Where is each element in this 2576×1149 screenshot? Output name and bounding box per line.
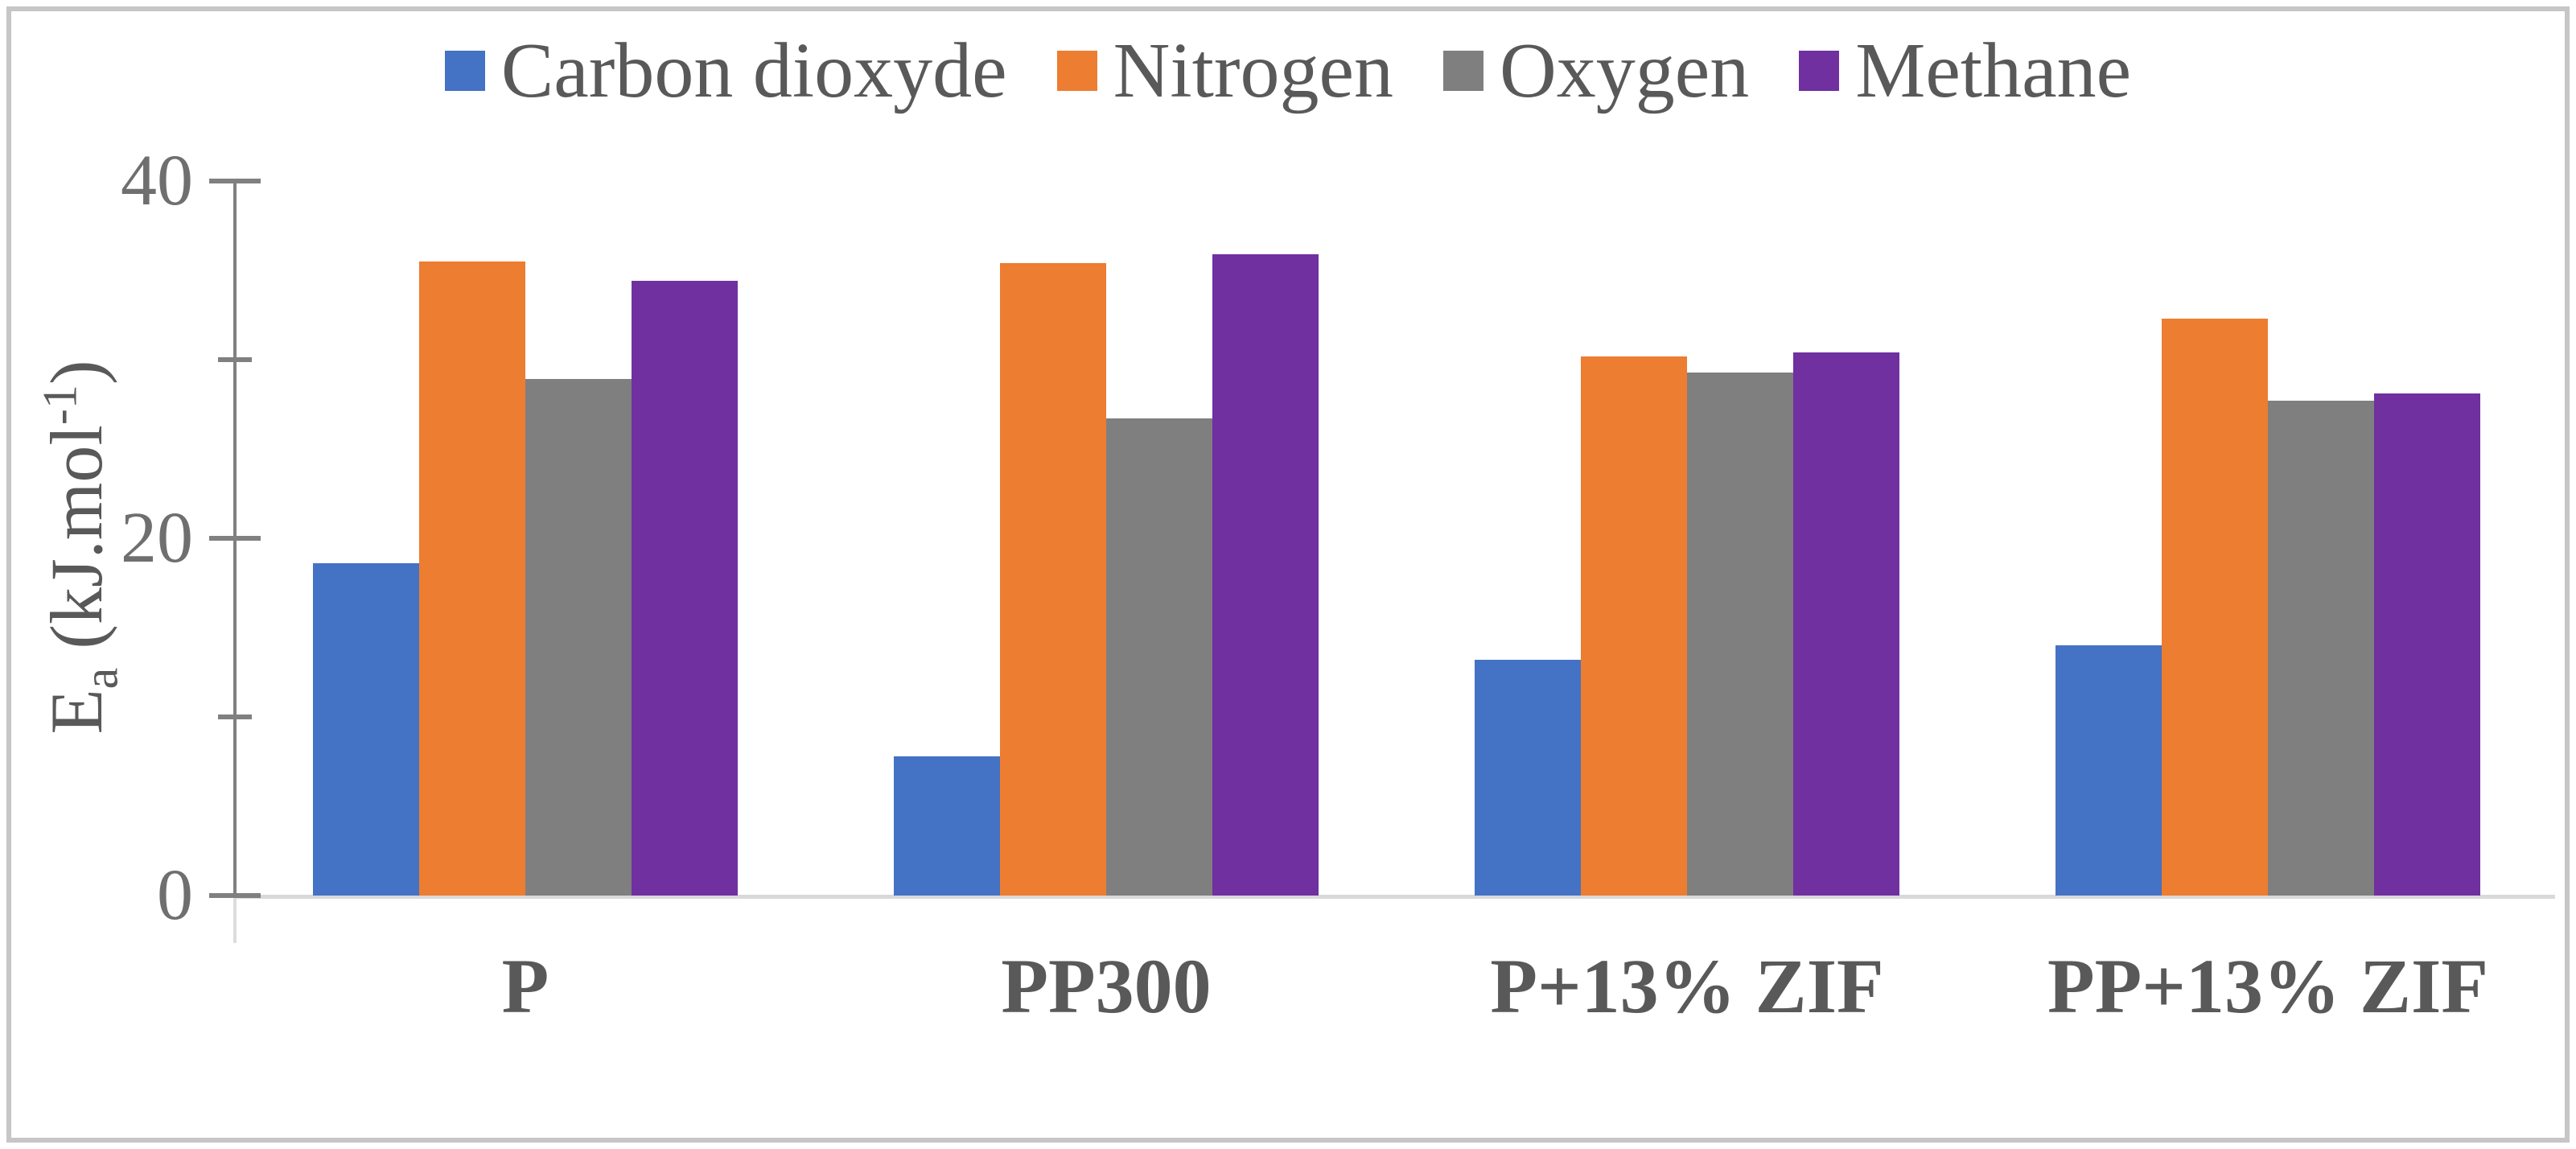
bar-oxygen-PP300	[1106, 418, 1212, 896]
legend: Carbon dioxyde Nitrogen Oxygen Methane	[0, 23, 2576, 119]
y-axis-title-sup: -1	[33, 385, 87, 426]
x-axis-line	[235, 895, 2555, 899]
legend-label-nitrogen: Nitrogen	[1113, 27, 1393, 114]
y-axis-title-end: )	[35, 360, 118, 385]
bar-carbon-dioxyde-PP+13% ZIF	[2055, 645, 2162, 896]
bar-methane-PP300	[1212, 254, 1319, 896]
y-tick-30	[218, 357, 252, 362]
legend-item-oxygen: Oxygen	[1442, 27, 1750, 114]
y-tick-label-0: 0	[157, 855, 193, 935]
bar-group-P+13% ZIF	[1397, 180, 1977, 896]
y-tick-label-40: 40	[121, 141, 193, 220]
bar-carbon-dioxyde-P	[313, 563, 419, 896]
legend-label-oxygen: Oxygen	[1499, 27, 1750, 114]
y-axis-stub	[233, 896, 237, 943]
bar-group-P	[235, 180, 816, 896]
legend-item-carbon-dioxyde: Carbon dioxyde	[444, 27, 1007, 114]
bar-methane-P	[632, 281, 738, 896]
legend-item-nitrogen: Nitrogen	[1056, 27, 1393, 114]
bar-oxygen-P	[525, 379, 632, 896]
bar-nitrogen-P	[419, 261, 525, 896]
y-tick-20	[209, 536, 261, 541]
bar-nitrogen-PP300	[1000, 263, 1106, 896]
legend-swatch-carbon-dioxyde	[444, 51, 485, 91]
bar-oxygen-PP+13% ZIF	[2268, 401, 2374, 896]
y-axis-title-base: E	[35, 689, 118, 735]
bar-group-PP300	[816, 180, 1397, 896]
category-label-P+13% ZIF: P+13% ZIF	[1490, 943, 1884, 1029]
legend-item-methane: Methane	[1799, 31, 2131, 110]
category-label-PP+13% ZIF: PP+13% ZIF	[2047, 943, 2488, 1029]
legend-label-methane: Methane	[1855, 27, 2132, 114]
bar-methane-PP+13% ZIF	[2374, 393, 2480, 896]
legend-swatch-methane	[1799, 51, 1840, 91]
category-label-PP300: PP300	[1001, 943, 1212, 1029]
y-tick-label-20: 20	[121, 498, 193, 578]
legend-label-carbon-dioxyde: Carbon dioxyde	[500, 27, 1007, 114]
bar-oxygen-P+13% ZIF	[1687, 372, 1793, 896]
bar-carbon-dioxyde-P+13% ZIF	[1475, 659, 1581, 896]
bar-methane-P+13% ZIF	[1793, 352, 1899, 896]
legend-swatch-oxygen	[1442, 51, 1483, 91]
bar-nitrogen-PP+13% ZIF	[2162, 318, 2268, 896]
y-tick-0	[209, 893, 261, 898]
category-label-P: P	[501, 943, 549, 1029]
legend-swatch-nitrogen	[1056, 51, 1097, 91]
bar-group-PP+13% ZIF	[1977, 180, 2558, 896]
y-axis-title-sub: a	[74, 667, 128, 690]
y-tick-10	[218, 715, 252, 719]
bar-nitrogen-P+13% ZIF	[1581, 356, 1687, 896]
y-tick-40	[209, 179, 261, 183]
bar-carbon-dioxyde-PP300	[894, 756, 1000, 896]
